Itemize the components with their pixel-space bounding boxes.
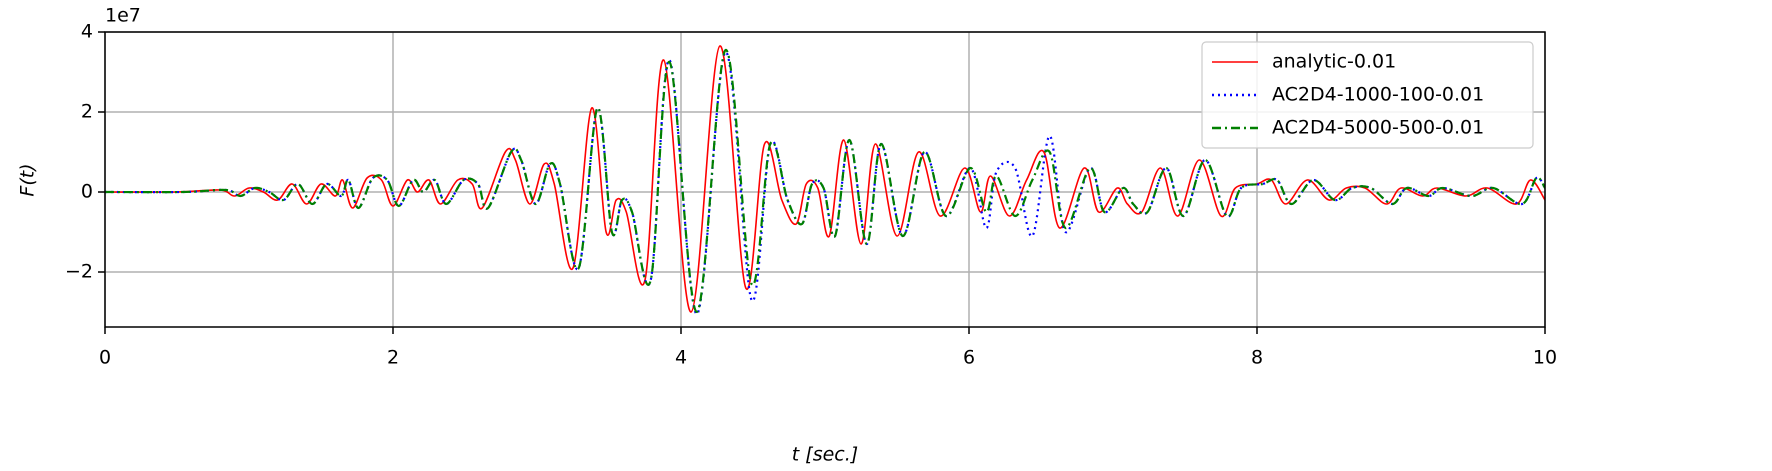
legend-label: AC2D4-1000-100-0.01 bbox=[1272, 84, 1484, 106]
y-tick-label: 4 bbox=[81, 21, 93, 43]
x-tick-label: 2 bbox=[387, 347, 399, 369]
y-axis-label: F(t) bbox=[17, 163, 39, 196]
legend-label: analytic-0.01 bbox=[1272, 51, 1396, 73]
series-line bbox=[105, 48, 1545, 314]
y-tick-label: 0 bbox=[81, 181, 93, 203]
y-tick-label: 2 bbox=[81, 101, 93, 123]
x-axis-label: t [sec.] bbox=[792, 444, 858, 466]
x-tick-label: 10 bbox=[1533, 347, 1557, 369]
legend-box bbox=[1201, 41, 1534, 149]
x-tick-label: 4 bbox=[675, 347, 687, 369]
legend-label: AC2D4-5000-500-0.01 bbox=[1272, 117, 1484, 139]
offset-label: 1e7 bbox=[105, 5, 141, 27]
y-tick-label: −2 bbox=[65, 261, 93, 283]
x-tick-label: 8 bbox=[1251, 347, 1263, 369]
x-tick-label: 6 bbox=[963, 347, 975, 369]
x-tick-label: 0 bbox=[99, 347, 111, 369]
plot-frame bbox=[104, 31, 1546, 328]
